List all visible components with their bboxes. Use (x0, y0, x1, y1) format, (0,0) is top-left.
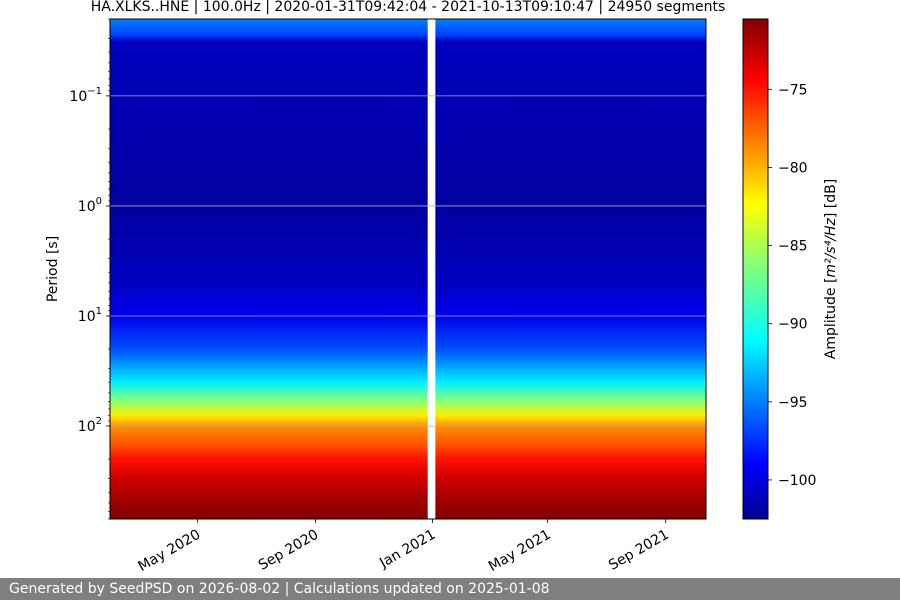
colorbar-label: Amplitude [m²/s⁴/Hz] [dB] (823, 179, 839, 359)
footer-bar: Generated by SeedPSD on 2026-08-02 | Cal… (0, 578, 900, 600)
y-tick-label: 100 (78, 196, 102, 215)
x-tick-label: Sep 2021 (606, 527, 672, 574)
plot-frame (109, 18, 707, 520)
colorbar-tick-label: −80 (778, 160, 808, 176)
colorbar-tick-label: −90 (778, 317, 808, 333)
colorbar-tick-label: −75 (778, 82, 808, 98)
y-tick-label: 101 (78, 306, 102, 325)
footer-text: Generated by SeedPSD on 2026-08-02 | Cal… (9, 581, 550, 597)
heatmap-background (110, 19, 706, 519)
x-axis: May 2020 Sep 2020 Jan 2021 May 2021 Sep 2021 (136, 519, 672, 575)
colorbar-tick-label: −85 (778, 239, 808, 255)
data-gap (427, 19, 436, 519)
x-tick-label: Jan 2021 (376, 527, 438, 572)
grid-lines (110, 95, 706, 427)
colorbar-axis: −75 −80 −85 −90 −95 −100 (768, 82, 816, 489)
heatmap-area (110, 19, 706, 519)
y-axis: 10−1 100 101 102 (69, 18, 110, 520)
y-tick-label: 10−1 (69, 86, 102, 105)
y-tick-label: 102 (78, 416, 102, 435)
colorbar (742, 18, 769, 520)
data-gaps (427, 19, 436, 519)
y-axis-label: Period [s] (45, 236, 61, 302)
colorbar-tick-label: −100 (778, 473, 816, 489)
colorbar-tick-label: −95 (778, 395, 808, 411)
x-tick-label: May 2020 (136, 527, 204, 575)
x-tick-label: May 2021 (486, 527, 554, 575)
chart-title: HA.XLKS..HNE | 100.0Hz | 2020-01-31T09:4… (91, 0, 726, 15)
x-tick-label: Sep 2020 (256, 527, 322, 574)
